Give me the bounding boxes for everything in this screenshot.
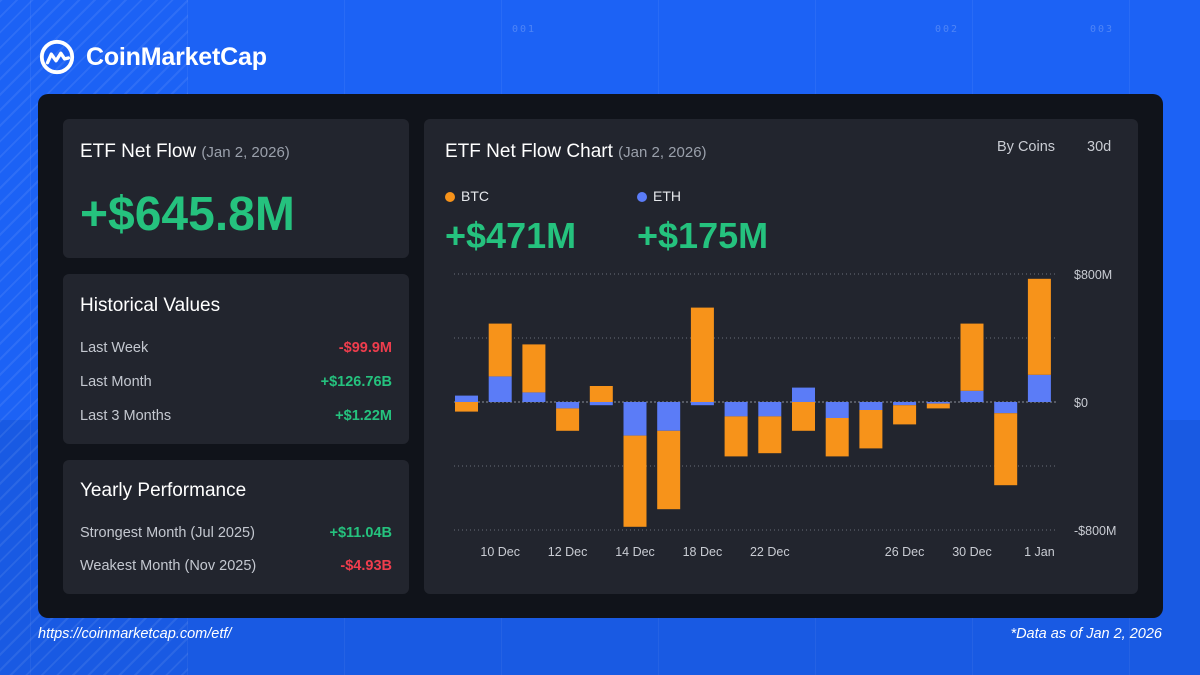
chart-title-text: ETF Net Flow Chart [445, 141, 613, 162]
historical-values-card: Historical Values Last Week -$99.9M Last… [63, 274, 409, 444]
x-tick-label: 30 Dec [952, 545, 992, 559]
btc-value: +$471M [445, 215, 577, 256]
legend-eth-label: ETH [653, 188, 681, 204]
bar-btc [825, 418, 849, 457]
row-label: Last 3 Months [80, 408, 172, 424]
list-item: Last Week -$99.9M [80, 340, 392, 356]
net-flow-card: ETF Net Flow (Jan 2, 2026) +$645.8M [63, 119, 409, 258]
historical-values-title: Historical Values [80, 295, 221, 316]
btc-dot-icon [445, 192, 455, 202]
bar-btc [893, 405, 917, 425]
bar-btc [1027, 278, 1051, 375]
bar-btc [556, 408, 580, 431]
bar-eth [792, 387, 815, 402]
legend-btc-label: BTC [461, 188, 489, 204]
background-mark: 003 [1090, 24, 1115, 35]
net-flow-value: +$645.8M [80, 188, 295, 241]
bar-eth [455, 395, 478, 402]
row-value: +$11.04B [329, 525, 393, 541]
bar-btc [589, 386, 613, 402]
x-tick-label: 14 Dec [615, 545, 655, 559]
bar-btc [758, 416, 782, 454]
bar-btc [623, 435, 647, 527]
x-tick-label: 22 Dec [750, 545, 790, 559]
net-flow-bar-chart: $800M $0 -$800M 10 Dec 12 Dec 14 Dec 18 Dec 22 … [454, 268, 1116, 559]
y-tick-label: $0 [1074, 396, 1088, 410]
row-value: -$99.9M [338, 340, 392, 356]
bar-btc [792, 402, 815, 431]
bar-eth [994, 402, 1018, 414]
bar-btc [994, 413, 1018, 486]
bar-eth [522, 392, 546, 402]
by-coins-button[interactable]: By Coins [997, 139, 1056, 155]
bar-btc [859, 410, 883, 449]
row-label: Weakest Month (Nov 2025) [80, 558, 257, 574]
bar-btc [522, 344, 546, 393]
brand-logo: CoinMarketCap [38, 38, 267, 76]
row-label: Last Month [80, 374, 152, 390]
bar-btc [960, 323, 984, 391]
bar-eth [589, 402, 613, 406]
bar-btc [724, 416, 748, 457]
chart-title: ETF Net Flow Chart (Jan 2, 2026) [445, 141, 707, 163]
net-flow-title-text: ETF Net Flow [80, 141, 197, 162]
footer-note: *Data as of Jan 2, 2026 [1010, 626, 1162, 642]
x-tick-label: 18 Dec [683, 545, 723, 559]
bar-eth [657, 402, 681, 431]
bar-btc [690, 307, 714, 402]
bar-eth [758, 402, 782, 417]
row-value: +$1.22M [335, 408, 392, 424]
net-flow-date: (Jan 2, 2026) [201, 144, 290, 161]
bar-btc [488, 323, 512, 377]
bar-eth [960, 390, 984, 402]
bar-eth [488, 376, 512, 402]
chart-date: (Jan 2, 2026) [618, 144, 707, 161]
bar-eth [623, 402, 647, 436]
row-label: Strongest Month (Jul 2025) [80, 525, 255, 541]
row-value: +$126.76B [320, 374, 392, 390]
row-value: -$4.93B [340, 558, 392, 574]
background-mark: 002 [935, 24, 960, 35]
bar-eth [926, 402, 950, 404]
list-item: Last 3 Months +$1.22M [80, 408, 392, 424]
x-tick-label: 12 Dec [548, 545, 588, 559]
chart-card: ETF Net Flow Chart (Jan 2, 2026) By Coin… [424, 119, 1138, 594]
bar-eth [893, 402, 917, 406]
yearly-performance-card: Yearly Performance Strongest Month (Jul … [63, 460, 409, 594]
range-30d-button[interactable]: 30d [1087, 139, 1112, 155]
list-item: Strongest Month (Jul 2025) +$11.04B [80, 525, 392, 541]
bar-eth [556, 402, 580, 409]
legend-btc: BTC [445, 188, 489, 204]
bar-btc [926, 403, 950, 409]
x-tick-label: 26 Dec [885, 545, 925, 559]
bar-btc [455, 402, 478, 412]
bar-eth [724, 402, 748, 417]
background-mark: 001 [512, 24, 537, 35]
bar-eth [690, 402, 714, 406]
net-flow-title: ETF Net Flow (Jan 2, 2026) [80, 141, 290, 163]
brand-name: CoinMarketCap [86, 42, 267, 71]
footer-url[interactable]: https://coinmarketcap.com/etf/ [38, 626, 232, 642]
x-tick-label: 1 Jan [1024, 545, 1055, 559]
eth-value: +$175M [637, 215, 769, 256]
list-item: Last Month +$126.76B [80, 374, 392, 390]
legend-eth: ETH [637, 188, 681, 204]
bar-eth [859, 402, 883, 410]
list-item: Weakest Month (Nov 2025) -$4.93B [80, 558, 392, 574]
bar-eth [825, 402, 849, 418]
dashboard-panel: ETF Net Flow (Jan 2, 2026) +$645.8M Hist… [38, 94, 1163, 618]
bar-btc [657, 430, 681, 510]
row-label: Last Week [80, 340, 149, 356]
y-tick-label: -$800M [1074, 524, 1116, 538]
yearly-performance-title: Yearly Performance [80, 480, 247, 501]
y-tick-label: $800M [1074, 268, 1112, 282]
bar-eth [1027, 374, 1051, 402]
eth-dot-icon [637, 192, 647, 202]
coinmarketcap-logo-icon [39, 39, 75, 75]
x-tick-label: 10 Dec [480, 545, 520, 559]
